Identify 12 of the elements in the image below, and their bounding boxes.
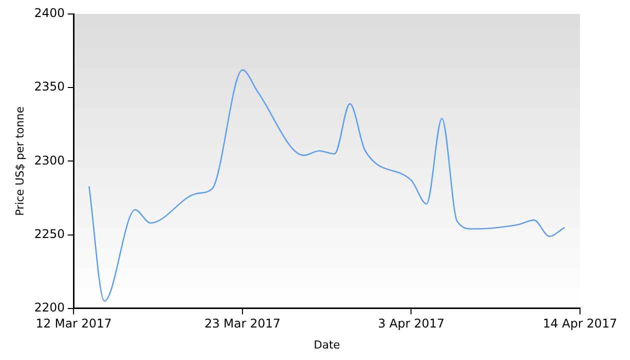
y-tick-label: 2200 <box>34 300 65 315</box>
x-axis-title: Date <box>314 338 340 352</box>
y-tick-label: 2400 <box>34 6 65 20</box>
x-tick-label: 23 Mar 2017 <box>204 316 281 331</box>
x-tick-label: 14 Apr 2017 <box>542 316 618 331</box>
y-tick-label: 2300 <box>34 153 65 168</box>
x-tick-label: 12 Mar 2017 <box>36 316 112 331</box>
line-series <box>88 69 566 302</box>
y-tick-label: 2350 <box>34 80 65 94</box>
y-axis-title: Price US$ per tonne <box>13 106 26 216</box>
x-tick-label: 3 Apr 2017 <box>378 316 445 331</box>
y-tick-label: 2250 <box>34 226 65 241</box>
